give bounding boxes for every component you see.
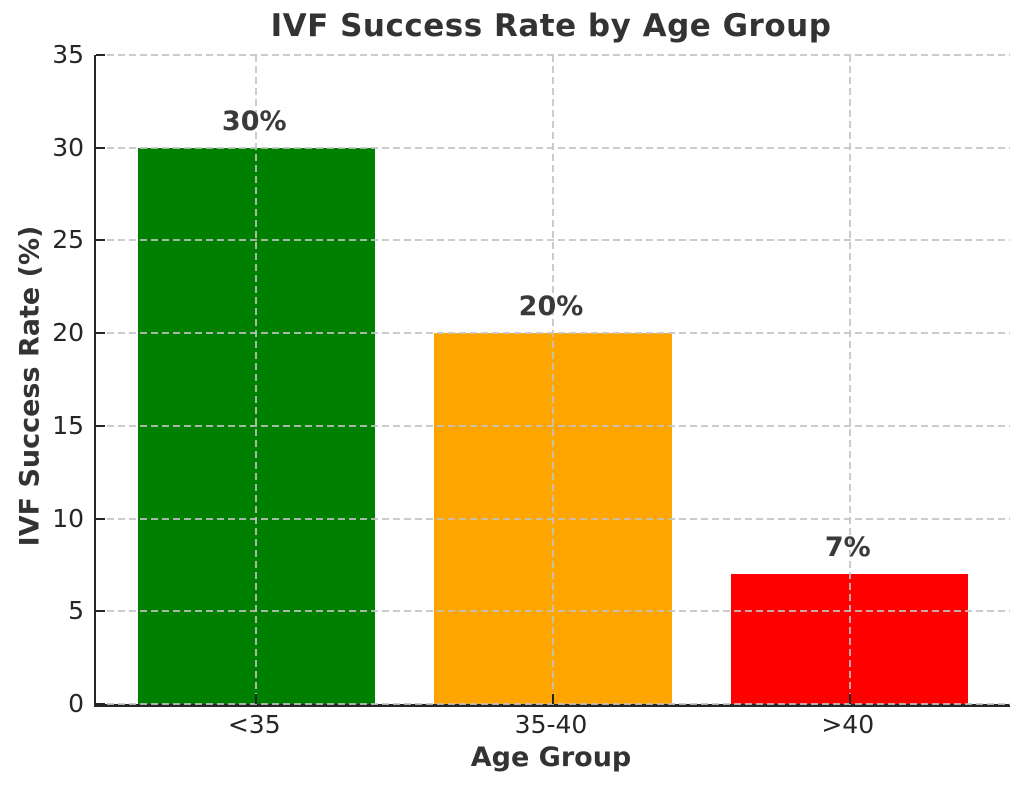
x-tick-label: 35-40 [514, 710, 588, 739]
y-tick-label: 5 [68, 596, 84, 626]
y-tick-label: 35 [52, 40, 84, 69]
y-tick-label: 10 [52, 503, 84, 533]
y-tick-label: 20 [52, 318, 84, 348]
y-tick-mark [96, 54, 105, 56]
y-tick-mark [96, 610, 105, 613]
y-tick-mark [96, 703, 105, 705]
x-axis-label: Age Group [470, 742, 632, 773]
x-tick-label: >40 [821, 710, 875, 739]
x-gridline [255, 55, 258, 704]
chart-title: IVF Success Rate by Age Group [270, 8, 832, 44]
x-tick-mark [552, 694, 554, 704]
y-tick-mark [96, 146, 105, 149]
bar-value-label: 30% [221, 105, 287, 137]
y-tick-label: 30 [52, 132, 84, 162]
x-gridline [552, 55, 554, 704]
y-tick-mark [96, 424, 105, 427]
x-tick-label: <35 [227, 710, 281, 739]
y-axis-label: IVF Success Rate (%) [14, 225, 46, 547]
y-tick-mark [96, 239, 105, 242]
plot-area [94, 54, 1010, 707]
x-tick-mark [848, 694, 851, 704]
x-tick-mark [255, 694, 258, 704]
y-tick-label: 0 [68, 689, 84, 718]
y-tick-mark [96, 517, 105, 520]
y-tick-label: 25 [52, 225, 84, 255]
bar-value-label: 7% [824, 532, 871, 564]
y-tick-mark [96, 332, 105, 335]
bar-value-label: 20% [518, 291, 584, 323]
y-gridline [96, 703, 1010, 705]
x-gridline [848, 55, 851, 704]
y-tick-label: 15 [52, 410, 84, 440]
